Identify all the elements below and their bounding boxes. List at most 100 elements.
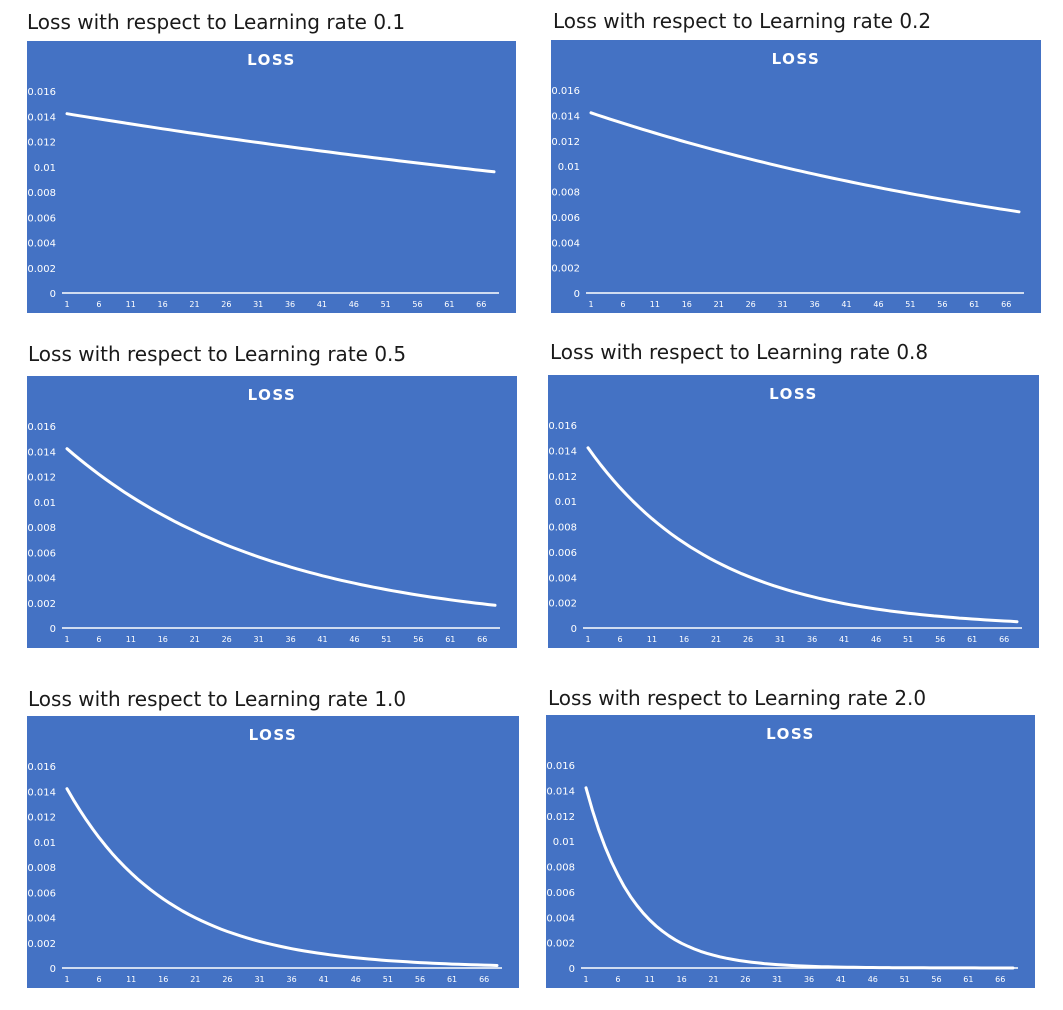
y-tick-label: 0.004: [548, 573, 577, 584]
panel-title-lr-0-5: Loss with respect to Learning rate 0.5: [28, 342, 407, 366]
x-tick-label: 21: [189, 300, 199, 309]
y-tick-label: 0.008: [27, 863, 56, 874]
y-tick-label: 0.016: [546, 761, 575, 772]
y-tick-label: 0.01: [555, 497, 577, 508]
y-tick-label: 0.008: [551, 188, 580, 199]
chart-title: LOSS: [248, 386, 297, 404]
x-tick-label: 66: [477, 635, 487, 644]
y-tick-label: 0.002: [548, 599, 577, 610]
x-tick-label: 31: [254, 975, 264, 984]
x-tick-label: 41: [839, 635, 849, 644]
x-tick-label: 16: [158, 635, 168, 644]
x-tick-label: 11: [126, 635, 136, 644]
loss-series-line: [65, 112, 496, 174]
y-tick-label: 0.012: [27, 813, 56, 824]
x-tick-label: 56: [413, 635, 423, 644]
y-tick-label: 0.014: [546, 786, 575, 797]
x-tick-label: 26: [221, 300, 231, 309]
x-tick-label: 36: [287, 975, 297, 984]
x-tick-label: 56: [931, 975, 941, 984]
panel-title-lr-1-0: Loss with respect to Learning rate 1.0: [28, 687, 407, 711]
x-tick-label: 66: [995, 975, 1005, 984]
chart-title: LOSS: [769, 385, 818, 403]
x-tick-label: 46: [349, 300, 359, 309]
x-tick-label: 41: [841, 300, 851, 309]
x-tick-label: 46: [351, 975, 361, 984]
x-tick-label: 31: [772, 975, 782, 984]
y-tick-label: 0.004: [27, 574, 56, 585]
y-tick-label: 0.006: [27, 888, 56, 899]
x-tick-label: 36: [285, 300, 295, 309]
x-tick-label: 1: [64, 975, 69, 984]
y-tick-label: 0.014: [27, 447, 56, 458]
loss-series-line: [584, 786, 1015, 970]
y-tick-label: 0.016: [27, 422, 56, 433]
y-tick-label: 0.008: [27, 523, 56, 534]
chart-title: LOSS: [247, 51, 296, 69]
x-tick-label: 46: [871, 635, 881, 644]
y-tick-label: 0.016: [27, 87, 56, 98]
y-tick-label: 0: [574, 289, 580, 300]
x-tick-label: 26: [743, 635, 753, 644]
y-tick-label: 0.01: [553, 837, 575, 848]
x-tick-label: 46: [873, 300, 883, 309]
x-tick-label: 16: [677, 975, 687, 984]
y-tick-label: 0.016: [551, 86, 580, 97]
chart-svg: LOSS 0 0.002 0.004 0.006 0.008 0.01 0.012 0.014 0…: [546, 725, 1018, 984]
x-tick-label: 56: [935, 635, 945, 644]
x-tick-label: 31: [253, 300, 263, 309]
x-tick-label: 41: [319, 975, 329, 984]
y-tick-label: 0.006: [546, 888, 575, 899]
x-tick-label: 41: [836, 975, 846, 984]
x-tick-label: 21: [711, 635, 721, 644]
y-tick-label: 0.014: [27, 112, 56, 123]
chart-lr-0-5: LOSS 0 0.002 0.004 0.006 0.008 0.01 0.012 0.014 0…: [27, 376, 517, 648]
loss-series-line: [65, 447, 497, 607]
x-tick-label: 16: [158, 300, 168, 309]
chart-svg: LOSS 0 0.002 0.004 0.006 0.008 0.01 0.012 0.014 0…: [27, 726, 502, 984]
x-tick-label: 11: [126, 300, 136, 309]
x-tick-label: 61: [444, 300, 454, 309]
x-tick-label: 36: [809, 300, 819, 309]
y-tick-label: 0.012: [546, 812, 575, 823]
chart-lr-0-2: LOSS 0 0.002 0.004 0.006 0.008 0.01 0.012 0.014 0…: [551, 40, 1041, 313]
x-tick-label: 16: [682, 300, 692, 309]
x-tick-label: 61: [969, 300, 979, 309]
y-tick-label: 0.008: [548, 523, 577, 534]
y-tick-label: 0.016: [27, 762, 56, 773]
y-tick-label: 0.004: [551, 238, 580, 249]
x-tick-label: 66: [476, 300, 486, 309]
x-tick-label: 21: [708, 975, 718, 984]
panel-title-lr-0-8: Loss with respect to Learning rate 0.8: [550, 340, 929, 364]
chart-svg: LOSS 0 0.002 0.004 0.006 0.008 0.01 0.012 0.014 0…: [27, 51, 499, 309]
x-tick-label: 21: [190, 975, 200, 984]
x-tick-label: 6: [617, 635, 622, 644]
x-tick-label: 66: [1001, 300, 1011, 309]
x-tick-label: 6: [96, 300, 101, 309]
loss-series-line: [589, 111, 1021, 214]
x-tick-label: 26: [222, 635, 232, 644]
loss-series-line: [586, 446, 1019, 624]
x-tick-label: 46: [349, 635, 359, 644]
y-tick-label: 0.006: [27, 213, 56, 224]
y-tick-label: 0.012: [551, 137, 580, 148]
x-tick-label: 31: [775, 635, 785, 644]
y-tick-label: 0: [50, 624, 56, 635]
y-tick-label: 0.006: [27, 548, 56, 559]
y-tick-label: 0.002: [551, 264, 580, 275]
x-tick-label: 31: [778, 300, 788, 309]
x-tick-label: 6: [615, 975, 620, 984]
y-tick-label: 0.012: [27, 473, 56, 484]
x-tick-label: 16: [679, 635, 689, 644]
x-tick-label: 51: [383, 975, 393, 984]
y-tick-label: 0.01: [34, 498, 56, 509]
chart-svg: LOSS 0 0.002 0.004 0.006 0.008 0.01 0.012 0.014 0…: [551, 50, 1024, 309]
y-tick-label: 0.002: [27, 599, 56, 610]
x-tick-label: 21: [190, 635, 200, 644]
y-tick-label: 0.014: [27, 787, 56, 798]
x-tick-label: 61: [447, 975, 457, 984]
y-tick-label: 0.014: [551, 111, 580, 122]
x-tick-label: 51: [903, 635, 913, 644]
x-tick-label: 36: [285, 635, 295, 644]
y-tick-label: 0.004: [27, 239, 56, 250]
